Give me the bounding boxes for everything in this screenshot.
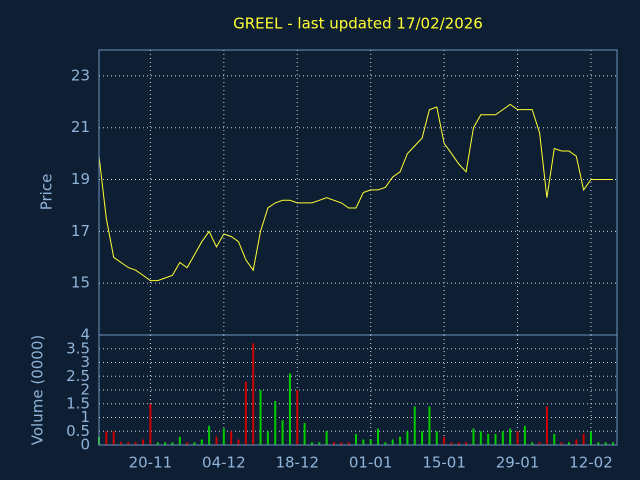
volume-bar — [457, 442, 460, 445]
y-axis-label: Volume (0000) — [29, 335, 47, 445]
volume-bar — [156, 442, 159, 445]
volume-bar — [472, 428, 475, 445]
volume-bar — [355, 434, 357, 445]
volume-bar — [531, 442, 534, 445]
volume-bar — [186, 442, 189, 445]
volume-bar — [369, 439, 372, 445]
volume-bar — [347, 442, 350, 445]
y-tick-label: 1.5 — [66, 394, 90, 412]
volume-bar — [296, 390, 299, 445]
y-tick-label: 17 — [71, 222, 90, 240]
volume-bar — [582, 434, 585, 445]
x-tick-label: 01-01 — [349, 454, 393, 472]
volume-bar — [134, 442, 137, 445]
volume-bar — [215, 436, 218, 445]
volume-bar — [178, 436, 181, 445]
volume-frame — [98, 334, 618, 446]
volume-bar — [127, 442, 130, 445]
volume-bar — [421, 431, 424, 445]
volume-bar — [288, 373, 291, 445]
y-tick-label: 23 — [71, 66, 90, 84]
volume-bar — [362, 439, 365, 445]
y-axis-label: Price — [38, 174, 56, 211]
volume-bar — [142, 439, 145, 445]
volume-bar — [310, 442, 313, 445]
volume-bar — [487, 434, 490, 445]
volume-bar — [244, 381, 247, 445]
volume-bar — [303, 423, 306, 445]
volume-bar — [377, 428, 380, 445]
volume-bar — [494, 434, 497, 445]
volume-bar — [428, 406, 431, 445]
volume-bar — [318, 442, 321, 445]
volume-bar — [435, 431, 438, 445]
price-line — [98, 103, 613, 282]
volume-bar — [413, 406, 416, 445]
x-tick-label: 29-01 — [496, 454, 540, 472]
volume-bar — [479, 431, 482, 445]
volume-bar — [222, 428, 225, 445]
y-tick-label: 4 — [80, 326, 90, 344]
volume-bar — [332, 442, 335, 445]
volume-bar — [575, 439, 578, 445]
volume-bar — [560, 442, 563, 445]
volume-bar — [281, 420, 284, 445]
volume-bar — [597, 442, 600, 445]
x-tick-label: 12-02 — [569, 454, 613, 472]
volume-bar — [105, 431, 108, 445]
y-tick-label: 0 — [80, 436, 90, 454]
volume-bar — [391, 439, 394, 445]
volume-bar — [252, 343, 255, 445]
volume-bar — [516, 431, 519, 445]
y-tick-label: 3 — [80, 353, 90, 371]
y-tick-label: 1 — [80, 408, 90, 426]
volume-bar — [545, 406, 548, 445]
volume-bar — [164, 442, 167, 445]
volume-bar — [384, 442, 387, 445]
volume-bar — [443, 436, 446, 445]
x-tick-label: 20-11 — [129, 454, 173, 472]
volume-bar — [465, 442, 468, 445]
volume-bar — [553, 434, 556, 445]
volume-bar — [237, 439, 240, 445]
y-tick-label: 21 — [71, 118, 90, 136]
volume-bar — [266, 431, 269, 445]
volume-bar — [230, 431, 233, 445]
volume-bar — [538, 442, 541, 445]
volume-bar — [450, 442, 453, 445]
volume-bar — [171, 442, 174, 445]
volume-bar — [120, 442, 123, 445]
y-tick-label: 2.5 — [66, 367, 90, 385]
plot: 15 17 19 21 23 00.511.522.533.54 20-11 04-12 18-… — [66, 50, 617, 472]
y-tick-label: 2 — [80, 381, 90, 399]
volume-bar — [501, 431, 504, 445]
volume-bar — [406, 431, 409, 445]
volume-bar — [523, 425, 526, 445]
volume-bar — [259, 390, 262, 445]
volume-bar — [589, 431, 592, 445]
volume-bar — [193, 442, 196, 445]
volume-bar — [208, 425, 211, 445]
x-tick-label: 04-12 — [202, 454, 246, 472]
volume-bar — [612, 442, 614, 445]
chart-title: GREEL - last updated 17/02/2026 — [233, 15, 483, 33]
volume-bar — [399, 436, 402, 445]
x-tick-label: 15-01 — [422, 454, 466, 472]
volume-bar — [112, 431, 115, 445]
volume-bar — [200, 439, 203, 445]
volume-bar — [567, 442, 570, 445]
y-tick-label: 19 — [71, 170, 90, 188]
y-tick-label: 15 — [71, 274, 90, 292]
volume-bar — [149, 403, 152, 445]
volume-bar — [604, 442, 607, 445]
x-tick-label: 18-12 — [275, 454, 319, 472]
y-tick-label: 3.5 — [66, 339, 90, 357]
volume-bar — [325, 431, 328, 445]
y-tick-label: 0.5 — [66, 422, 90, 440]
volume-bar — [274, 401, 277, 445]
volume-bar — [509, 428, 512, 445]
volume-bar — [340, 442, 343, 445]
